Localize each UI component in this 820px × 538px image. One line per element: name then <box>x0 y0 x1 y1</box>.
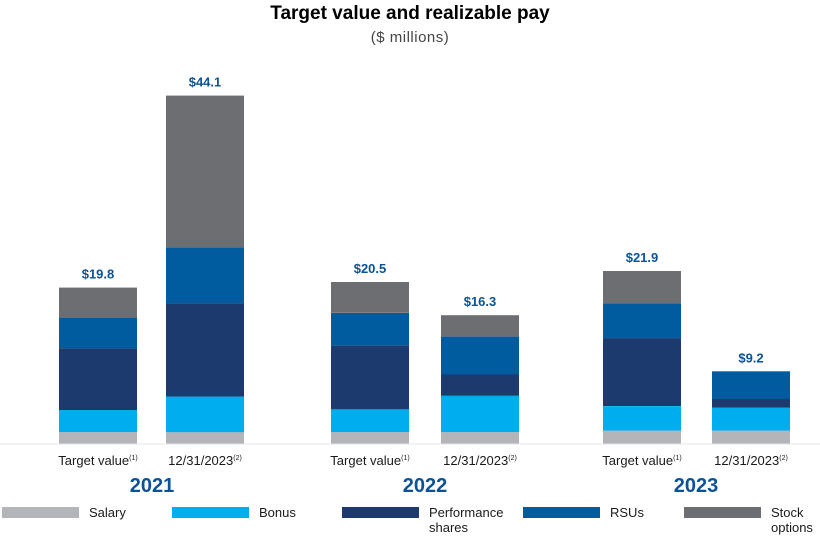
bar-segment-salary-2022-target <box>331 432 409 444</box>
bar-segment-bonus-2021-target <box>59 410 137 433</box>
legend: Salary Bonus Performance shares RSUs Stock opt… <box>2 505 813 535</box>
x-tick-label-2022-realizable: 12/31/2023(2) <box>443 453 517 468</box>
legend-label-bonus: Bonus <box>259 505 296 520</box>
legend-label-performance-shares: Performance shares <box>429 505 503 535</box>
bar-segment-stock-options-2022-realizable <box>441 315 519 337</box>
bar-segment-performance-shares-2023-realizable <box>712 399 790 408</box>
labels-layer: $19.8 Target value(1) $44.1 12/31/2023(2) 20… <box>58 75 788 497</box>
legend-label-stock-options: Stock options <box>771 505 813 535</box>
legend-label-rsus: RSUs <box>610 505 644 520</box>
total-label-2023-realizable: $9.2 <box>738 350 763 365</box>
legend-swatch-rsus <box>523 507 600 518</box>
bar-segment-performance-shares-2021-target <box>59 348 137 410</box>
bar-segment-rsus-2023-realizable <box>712 371 790 399</box>
bar-segment-bonus-2021-realizable <box>166 396 244 433</box>
bar-segment-bonus-2022-target <box>331 409 409 433</box>
bar-segment-rsus-2021-target <box>59 317 137 349</box>
total-label-2021-realizable: $44.1 <box>189 75 222 90</box>
bar-segment-performance-shares-2023-target <box>603 338 681 406</box>
total-label-2022-realizable: $16.3 <box>464 294 497 309</box>
legend-swatch-performance-shares <box>342 507 419 518</box>
bar-segment-salary-2023-target <box>603 430 681 444</box>
year-label-2022: 2022 <box>403 475 448 497</box>
x-tick-label-2023-realizable: 12/31/2023(2) <box>714 453 788 468</box>
x-tick-label-2021-realizable: 12/31/2023(2) <box>168 453 242 468</box>
bar-segment-rsus-2023-target <box>603 303 681 339</box>
bars-layer <box>59 95 790 444</box>
bar-segment-performance-shares-2022-target <box>331 345 409 410</box>
total-label-2022-target: $20.5 <box>354 261 387 276</box>
bar-segment-rsus-2021-realizable <box>166 247 244 304</box>
year-label-2023: 2023 <box>674 475 719 497</box>
year-label-2021: 2021 <box>130 475 175 497</box>
bar-segment-salary-2023-realizable <box>712 430 790 444</box>
bar-segment-salary-2021-target <box>59 432 137 444</box>
bar-segment-stock-options-2022-target <box>331 282 409 313</box>
bar-segment-performance-shares-2022-realizable <box>441 374 519 396</box>
bar-segment-stock-options-2021-target <box>59 287 137 318</box>
bar-segment-performance-shares-2021-realizable <box>166 303 244 397</box>
bar-segment-bonus-2023-realizable <box>712 407 790 431</box>
legend-label-salary: Salary <box>89 505 126 520</box>
legend-swatch-bonus <box>172 507 249 518</box>
x-tick-label-2021-target: Target value(1) <box>58 453 137 468</box>
bar-segment-bonus-2022-realizable <box>441 395 519 433</box>
bar-segment-stock-options-2021-realizable <box>166 95 244 248</box>
bar-segment-salary-2021-realizable <box>166 432 244 444</box>
total-label-2023-target: $21.9 <box>626 250 659 265</box>
chart-subtitle: ($ millions) <box>371 29 450 46</box>
legend-swatch-salary <box>2 507 79 518</box>
x-tick-label-2023-target: Target value(1) <box>602 453 681 468</box>
chart-title: Target value and realizable pay <box>270 3 550 24</box>
bar-segment-rsus-2022-target <box>331 312 409 346</box>
bar-segment-salary-2022-realizable <box>441 432 519 444</box>
bar-segment-stock-options-2023-target <box>603 271 681 304</box>
x-tick-label-2022-target: Target value(1) <box>330 453 409 468</box>
legend-swatch-stock-options <box>684 507 761 518</box>
bar-segment-bonus-2023-target <box>603 406 681 431</box>
bar-segment-rsus-2022-realizable <box>441 336 519 375</box>
total-label-2021-target: $19.8 <box>82 267 115 282</box>
